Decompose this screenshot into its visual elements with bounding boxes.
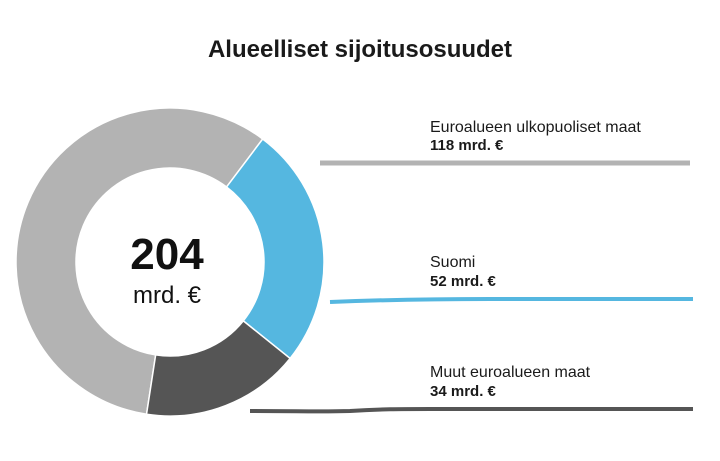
legend-label-suomi: Suomi <box>430 254 475 271</box>
legend-line-muut-euroalueen-maat <box>249 407 693 414</box>
legend-line-suomi <box>329 297 693 304</box>
legend-label-euroalueen-ulkopuoliset-maat: Euroalueen ulkopuoliset maat <box>430 119 641 136</box>
donut <box>15 107 325 417</box>
legend-value-euroalueen-ulkopuoliset-maat: 118 mrd. € <box>430 137 504 154</box>
chart-title: Alueelliset sijoitusosuudet <box>208 36 512 63</box>
slice-suomi <box>225 137 325 360</box>
center-unit: mrd. € <box>133 282 202 309</box>
legend-label-muut-euroalueen-maat: Muut euroalueen maat <box>430 364 591 381</box>
slice-muut-euroalueen-maat <box>145 319 292 417</box>
slice-euroalueen-ulkopuoliset-maat <box>15 107 264 416</box>
legend-value-suomi: 52 mrd. € <box>430 273 497 290</box>
center-total: 204 <box>130 230 204 279</box>
legend-value-muut-euroalueen-maat: 34 mrd. € <box>430 383 497 400</box>
